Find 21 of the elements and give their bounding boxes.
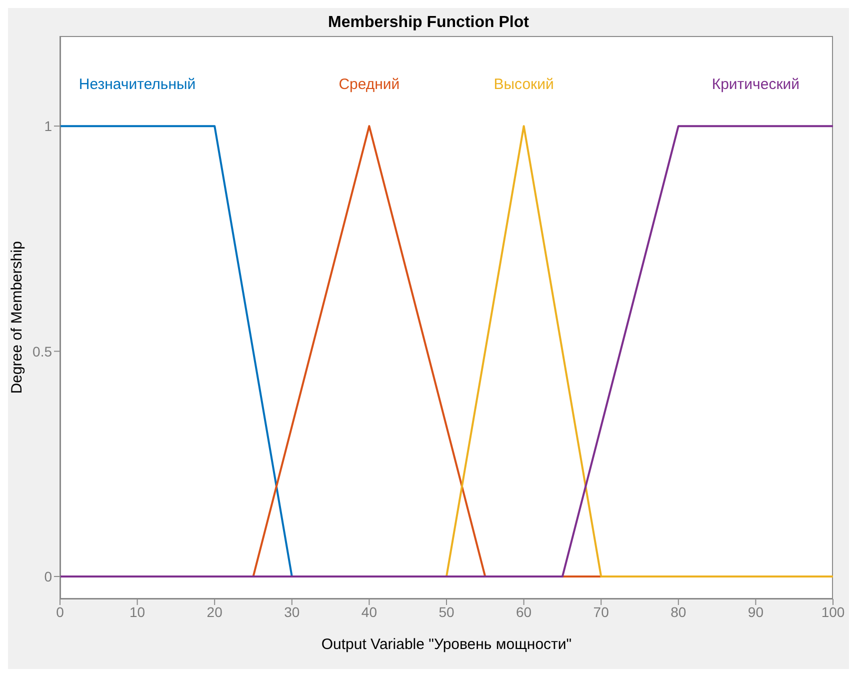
- x-tick-label: 80: [670, 604, 686, 620]
- y-axis-title: Degree of Membership: [8, 241, 26, 394]
- x-tick-label: 50: [438, 604, 454, 620]
- x-tick-label: 70: [593, 604, 610, 620]
- x-tick-label: 60: [516, 604, 532, 620]
- x-tick-label: 0: [56, 604, 64, 620]
- chart-title: Membership Function Plot: [327, 14, 530, 32]
- y-tick-label: 1: [44, 118, 52, 134]
- text: Высокий: [494, 76, 554, 93]
- x-tick-label: 100: [821, 604, 845, 620]
- text: Незначительный: [78, 76, 196, 93]
- x-tick-label: 20: [206, 604, 223, 620]
- y-tick-label: 0: [44, 568, 52, 584]
- text: Критический: [712, 76, 800, 93]
- x-tick-label: 10: [130, 604, 146, 620]
- y-tick-label: 0.5: [32, 343, 52, 360]
- x-tick-label: 40: [361, 604, 378, 620]
- x-axis-title: Output Variable "Уровень мощности": [321, 636, 572, 653]
- x-tick-label: 90: [748, 604, 764, 620]
- text: Средний: [338, 76, 400, 93]
- x-tick-label: 30: [284, 604, 300, 620]
